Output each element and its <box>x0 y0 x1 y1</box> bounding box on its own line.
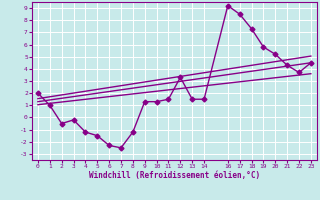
X-axis label: Windchill (Refroidissement éolien,°C): Windchill (Refroidissement éolien,°C) <box>89 171 260 180</box>
